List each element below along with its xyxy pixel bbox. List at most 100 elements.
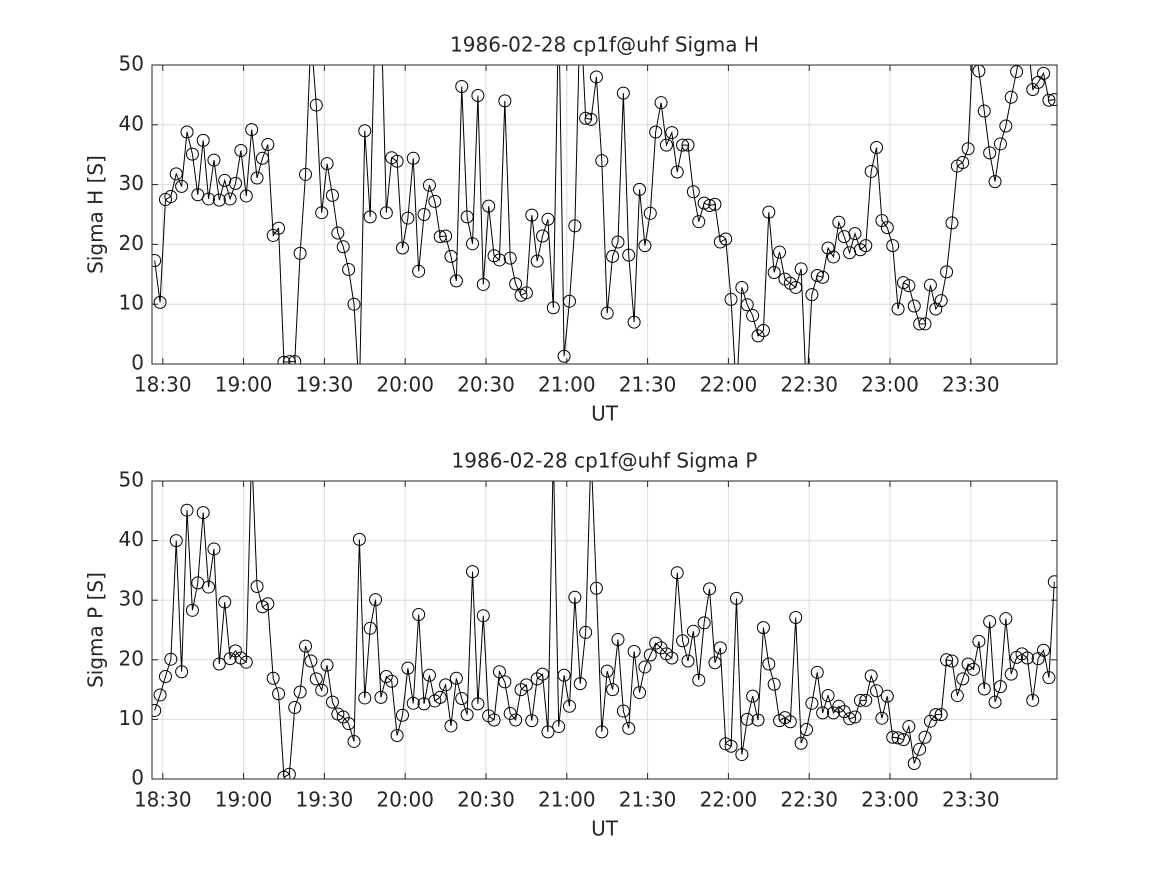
plot-area bbox=[152, 481, 1057, 779]
data-point bbox=[1021, 29, 1033, 41]
data-point bbox=[853, 693, 867, 707]
data-point bbox=[719, 232, 733, 246]
data-point bbox=[708, 197, 722, 211]
data-point bbox=[729, 591, 743, 605]
y-tick-label: 50 bbox=[119, 468, 144, 492]
data-point bbox=[299, 167, 313, 181]
data-point bbox=[875, 711, 889, 725]
data-point bbox=[1042, 93, 1056, 107]
data-point bbox=[1004, 667, 1018, 681]
x-tick-label: 22:30 bbox=[780, 373, 838, 397]
data-point bbox=[557, 349, 571, 363]
axes-box bbox=[151, 480, 1058, 780]
data-point bbox=[643, 648, 657, 662]
data-point bbox=[553, 0, 565, 11]
data-point bbox=[1026, 693, 1040, 707]
data-point bbox=[525, 208, 539, 222]
data-point bbox=[945, 216, 959, 230]
data-point bbox=[589, 581, 603, 595]
series bbox=[152, 0, 1057, 364]
data-point bbox=[525, 714, 539, 728]
data-point bbox=[261, 138, 275, 152]
data-point bbox=[627, 315, 641, 329]
data-point bbox=[805, 288, 819, 302]
data-point bbox=[471, 697, 485, 711]
data-point bbox=[703, 199, 717, 213]
data-point bbox=[1037, 66, 1051, 80]
data-point bbox=[783, 715, 797, 729]
data-point bbox=[412, 264, 426, 278]
data-point bbox=[724, 739, 738, 753]
data-point bbox=[153, 295, 167, 309]
data-point bbox=[202, 580, 216, 594]
data-point bbox=[670, 165, 684, 179]
data-point bbox=[395, 708, 409, 722]
data-point bbox=[476, 609, 490, 623]
data-point bbox=[246, 445, 258, 457]
data-point bbox=[320, 157, 334, 171]
x-tick-label: 19:30 bbox=[296, 788, 354, 812]
data-point bbox=[288, 355, 302, 364]
data-point bbox=[789, 610, 803, 624]
series-line bbox=[154, 65, 1055, 364]
data-point bbox=[482, 199, 496, 213]
data-point bbox=[374, 690, 388, 704]
data-point bbox=[412, 608, 426, 622]
x-tick-label: 18:30 bbox=[134, 788, 192, 812]
data-point bbox=[406, 151, 420, 165]
data-point bbox=[896, 733, 910, 747]
data-point bbox=[756, 324, 770, 338]
data-point bbox=[557, 668, 571, 682]
series bbox=[152, 445, 1057, 779]
x-tick-label: 19:30 bbox=[296, 373, 354, 397]
data-point bbox=[633, 182, 647, 196]
data-point bbox=[751, 329, 765, 343]
x-tick-label: 21:00 bbox=[538, 788, 596, 812]
data-point bbox=[370, 0, 382, 11]
data-point bbox=[519, 286, 533, 300]
data-point bbox=[972, 634, 986, 648]
data-point bbox=[740, 298, 754, 312]
chart-title: 1986-02-28 cp1f@uhf Sigma P bbox=[452, 449, 758, 473]
data-point bbox=[315, 683, 329, 697]
data-point bbox=[406, 696, 420, 710]
y-tick-label: 0 bbox=[131, 766, 144, 790]
data-point bbox=[735, 748, 749, 762]
data-point bbox=[611, 235, 625, 249]
data-point bbox=[670, 566, 684, 580]
data-point bbox=[250, 171, 264, 185]
data-point bbox=[859, 693, 873, 707]
data-point bbox=[993, 137, 1007, 151]
data-point bbox=[196, 133, 210, 147]
data-point bbox=[347, 734, 361, 748]
data-point bbox=[325, 188, 339, 202]
data-point bbox=[536, 667, 550, 681]
data-point bbox=[848, 710, 862, 724]
data-point bbox=[352, 532, 366, 546]
x-axis-label: UT bbox=[591, 402, 619, 426]
x-tick-label: 23:00 bbox=[861, 373, 919, 397]
data-point bbox=[466, 237, 480, 251]
data-point bbox=[509, 277, 523, 291]
data-point bbox=[746, 689, 760, 703]
data-point bbox=[859, 239, 873, 253]
data-point bbox=[320, 658, 334, 672]
x-tick-label: 23:30 bbox=[942, 788, 1000, 812]
data-point bbox=[433, 230, 447, 244]
data-point bbox=[568, 590, 582, 604]
data-point bbox=[509, 713, 523, 727]
data-point bbox=[886, 239, 900, 253]
data-point bbox=[622, 248, 636, 262]
data-point bbox=[1004, 90, 1018, 104]
data-point bbox=[439, 229, 453, 243]
data-point bbox=[773, 245, 787, 259]
data-point bbox=[325, 695, 339, 709]
data-point bbox=[934, 708, 948, 722]
data-point bbox=[503, 251, 517, 265]
data-point bbox=[821, 689, 835, 703]
data-point bbox=[546, 301, 560, 315]
data-point bbox=[880, 689, 894, 703]
data-point bbox=[309, 98, 323, 112]
data-point bbox=[239, 655, 253, 669]
data-point bbox=[968, 29, 980, 41]
